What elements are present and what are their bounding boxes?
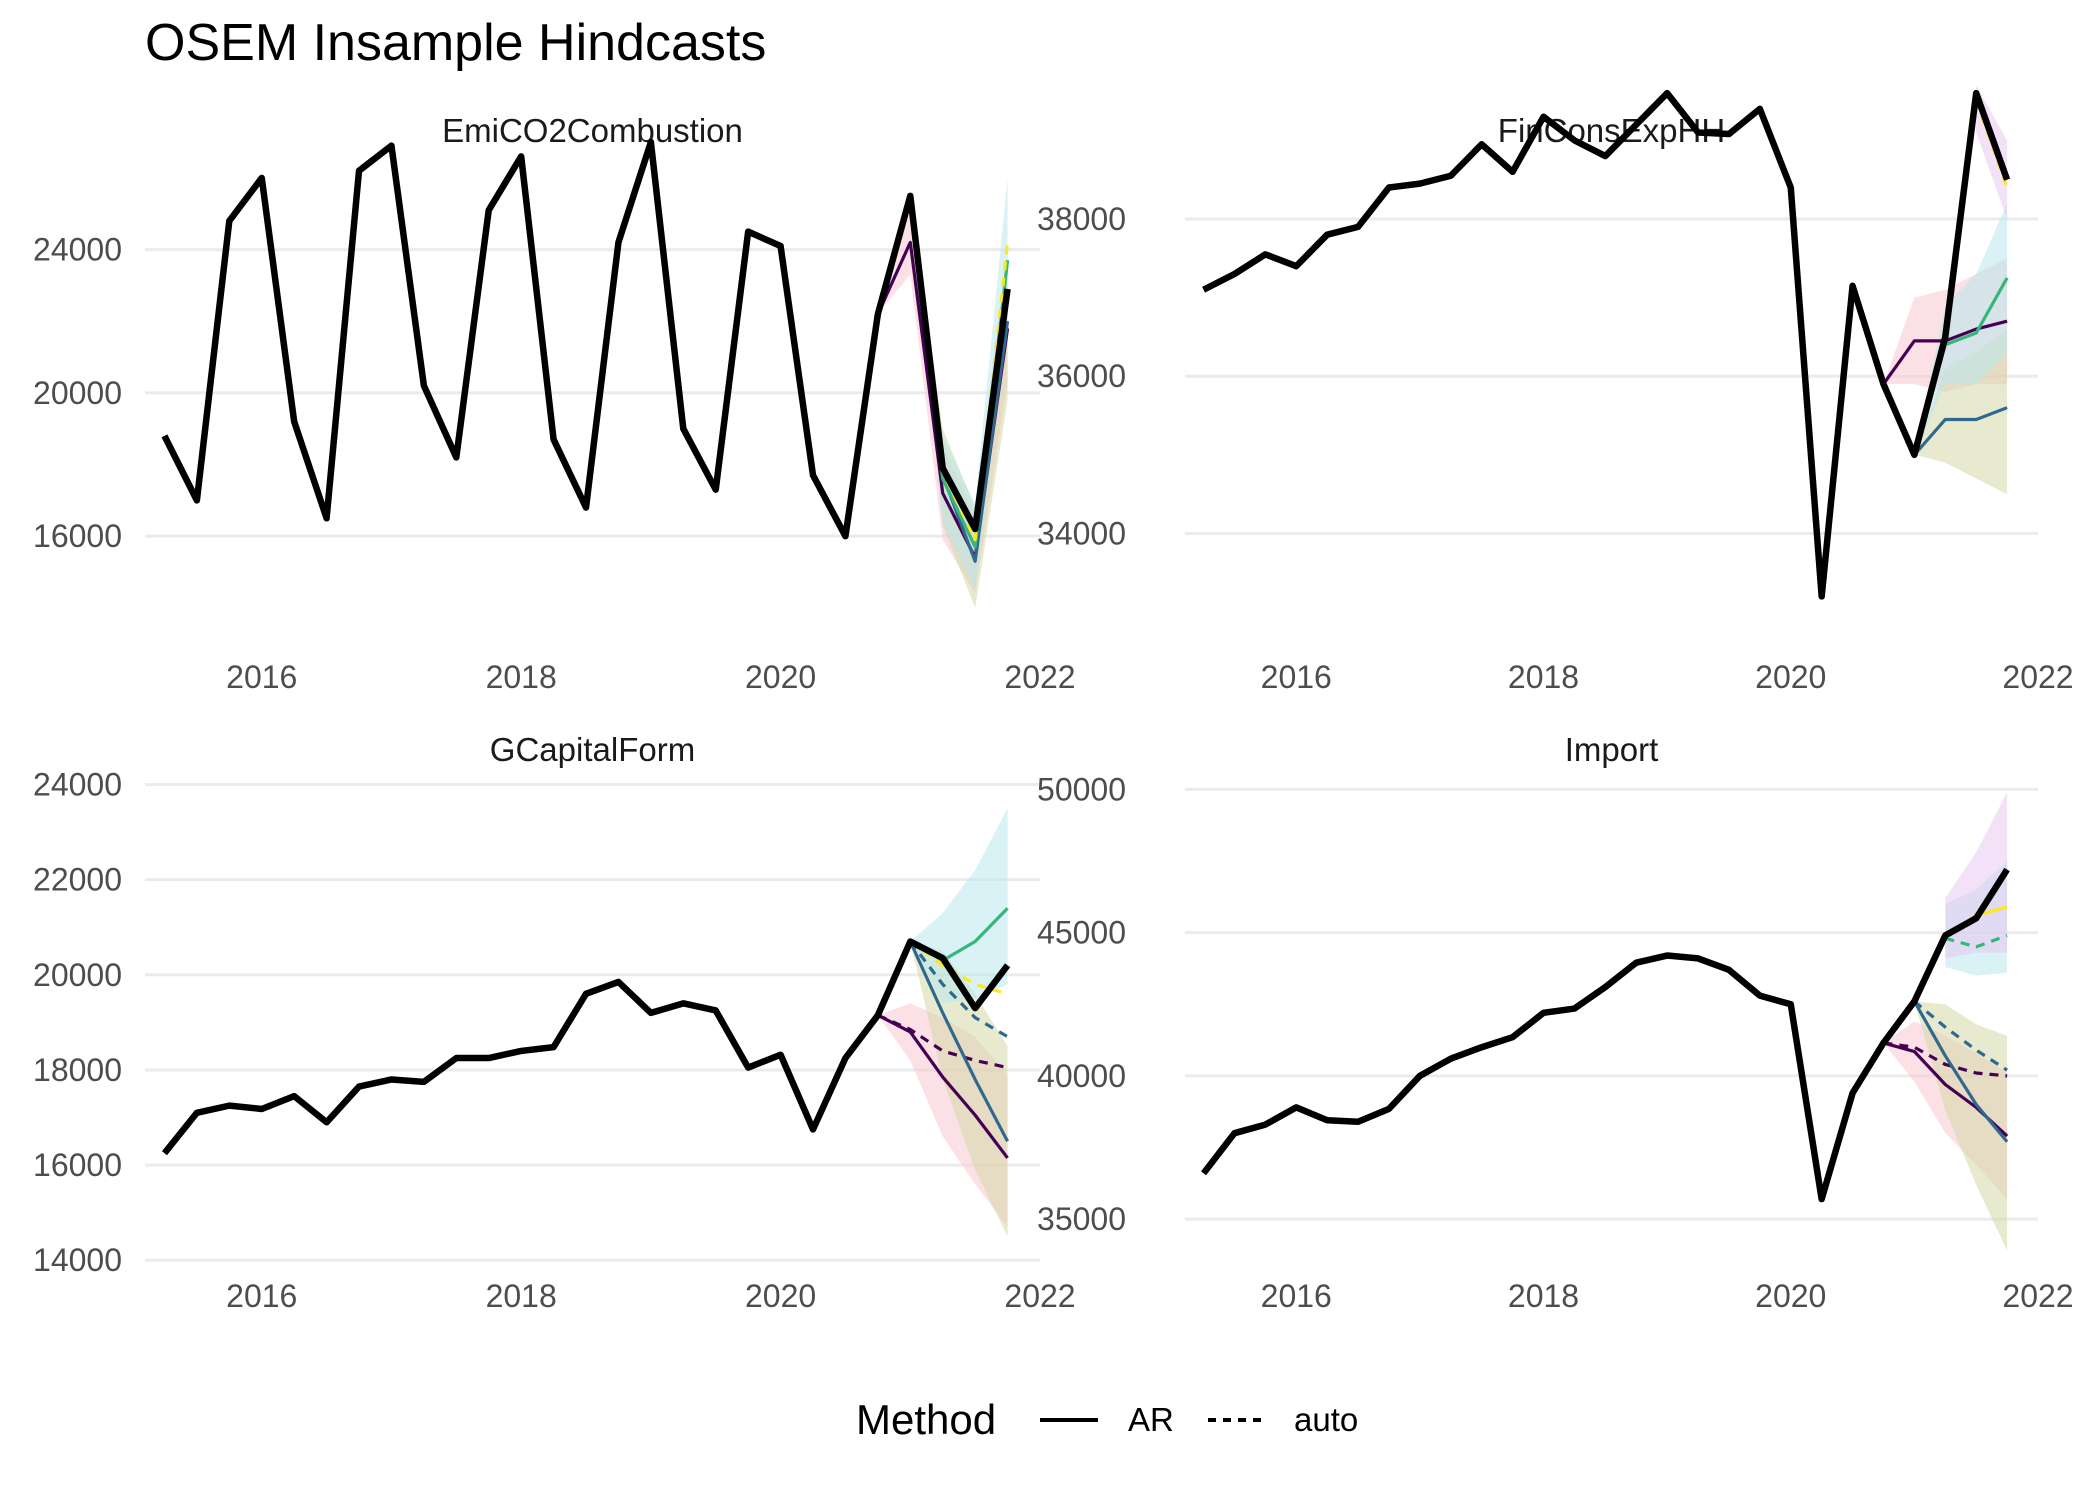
y-tick-label: 45000 — [1037, 915, 1126, 951]
forecast-band — [1914, 203, 2008, 455]
y-tick-label: 16000 — [33, 1147, 122, 1183]
panel-import: Import 35000 40000 45000 50000 2016 2018 2020 2… — [1037, 731, 2074, 1314]
plot-area — [1185, 85, 2038, 600]
x-tick-label: 2022 — [1004, 659, 1075, 695]
x-tick-label: 2022 — [2002, 659, 2073, 695]
legend-label-ar: AR — [1128, 1401, 1174, 1438]
legend-title: Method — [856, 1396, 996, 1443]
x-tick-label: 2016 — [226, 1278, 297, 1314]
panel-title: EmiCO2Combustion — [442, 112, 743, 149]
y-tick-label: 22000 — [33, 862, 122, 898]
forecast-line-auto-purple — [877, 1013, 1008, 1070]
x-tick-label: 2022 — [1004, 1278, 1075, 1314]
forecast-line-ar-blue — [1913, 406, 2008, 456]
y-tick-label: 18000 — [33, 1052, 122, 1088]
legend: Method AR auto — [856, 1396, 1358, 1443]
panel-title: GCapitalForm — [490, 731, 695, 768]
x-tick-label: 2018 — [486, 1278, 557, 1314]
forecast-line-auto-blue — [1913, 1000, 2008, 1072]
x-tick-label: 2016 — [1261, 1278, 1332, 1314]
x-tick-label: 2018 — [1508, 659, 1579, 695]
x-tick-label: 2016 — [226, 659, 297, 695]
y-tick-label: 24000 — [33, 767, 122, 803]
y-tick-label: 20000 — [33, 957, 122, 993]
x-tick-label: 2018 — [1508, 1278, 1579, 1314]
y-tick-label: 50000 — [1037, 771, 1126, 807]
x-tick-label: 2020 — [1755, 659, 1826, 695]
y-tick-label: 16000 — [33, 518, 122, 554]
forecast-line-ar-blue — [908, 940, 1009, 1143]
y-tick-label: 34000 — [1037, 516, 1126, 552]
y-tick-label: 24000 — [33, 232, 122, 268]
figure-title: OSEM Insample Hindcasts — [145, 14, 766, 72]
actual-series-line — [161, 138, 1011, 540]
x-tick-label: 2016 — [1261, 659, 1332, 695]
plot-area — [145, 783, 1040, 1262]
x-tick-label: 2020 — [745, 659, 816, 695]
y-tick-label: 14000 — [33, 1242, 122, 1278]
plot-area — [1185, 787, 2038, 1251]
legend-label-auto: auto — [1294, 1401, 1358, 1438]
actual-series-line — [1202, 89, 2011, 600]
forecast-band — [1945, 792, 2008, 959]
forecast-band — [910, 941, 1008, 1237]
forecast-line-auto-purple — [1883, 1041, 2008, 1078]
x-tick-label: 2020 — [745, 1278, 816, 1314]
actual-series-line — [161, 938, 1011, 1156]
x-tick-label: 2020 — [1755, 1278, 1826, 1314]
panel-emico2combustion: EmiCO2Combustion 16000 20000 24000 2016 2018… — [33, 112, 1076, 695]
y-tick-label: 36000 — [1037, 358, 1126, 394]
y-tick-label: 40000 — [1037, 1058, 1126, 1094]
y-tick-label: 20000 — [33, 375, 122, 411]
forecast-line-ar-blue — [1912, 1000, 2009, 1143]
actual-series-line — [1200, 867, 2010, 1203]
plot-area — [145, 138, 1040, 608]
y-tick-label: 38000 — [1037, 201, 1126, 237]
forecast-band — [1914, 1001, 2008, 1251]
forecast-line-auto-green — [1944, 933, 2008, 949]
x-tick-label: 2022 — [2002, 1278, 2073, 1314]
panel-title: Import — [1565, 731, 1659, 768]
panel-gcapitalform: GCapitalForm 14000 16000 18000 20000 22000 24… — [33, 731, 1076, 1314]
forecast-line-auto-blue — [909, 940, 1009, 1039]
y-tick-label: 35000 — [1037, 1201, 1126, 1237]
x-tick-label: 2018 — [486, 659, 557, 695]
